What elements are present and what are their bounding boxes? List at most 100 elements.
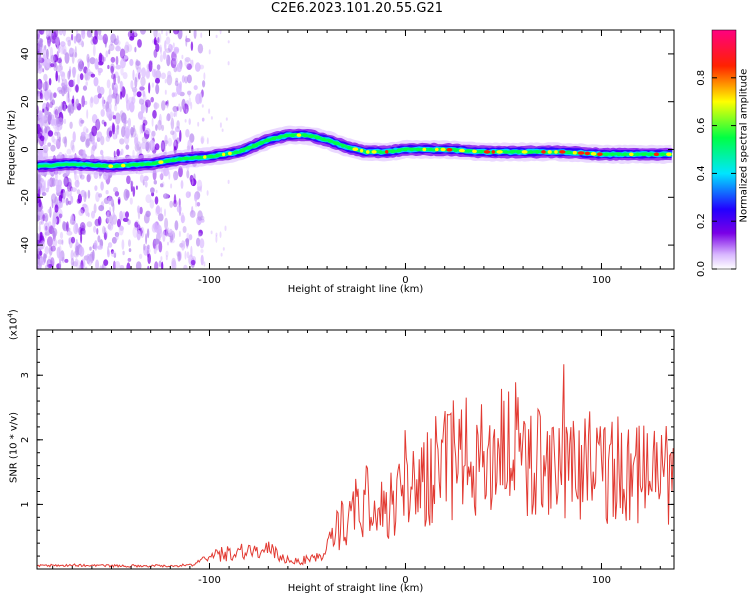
spectrogram-noise-cell: [99, 265, 102, 269]
spectrogram-noise-cell: [95, 259, 100, 269]
spectrogram-noise-cell: [140, 76, 146, 87]
spectrogram-noise-cell: [103, 121, 107, 127]
spectrogram-noise-cell: [200, 249, 204, 253]
spectrogram-noise-cell: [171, 260, 177, 269]
spectrogram-noise-cell: [70, 140, 75, 151]
spectrogram-ridge-peak: [258, 141, 265, 145]
colorbar-ticks: 0.0 0.2 0.4 0.6 0.8: [696, 70, 736, 277]
spectrogram-ridge-peak: [352, 147, 359, 151]
spectrogram-noise-cell: [160, 72, 166, 80]
spectrogram-ridge-peak: [535, 150, 540, 154]
spectrogram-noise-cell: [203, 261, 206, 267]
spectrogram-noise-cell: [85, 138, 91, 147]
spectrogram-noise-cell: [50, 144, 56, 152]
spectrogram-noise-cell: [188, 91, 191, 98]
spectrogram-noise-cell: [120, 66, 124, 76]
spectrogram-noise-cell: [199, 238, 205, 249]
spectrogram-ridge-peak: [422, 147, 427, 152]
spectrogram-noise-cell: [227, 61, 230, 66]
spectrogram-noise-cell: [160, 207, 163, 214]
spectrogram-noise-cell: [37, 54, 42, 61]
spectrogram-noise-cell: [101, 96, 105, 107]
spectrogram-noise-cell: [160, 46, 162, 55]
spectrogram-noise-cell: [58, 136, 61, 143]
spectrogram-noise-cell: [54, 179, 60, 187]
spectrogram-noise-cell: [155, 189, 158, 194]
spectrogram-noise-cell: [58, 30, 64, 36]
spectrogram-noise-cell: [115, 55, 119, 66]
spectrogram-noise-cell: [173, 194, 177, 205]
spectrogram-noise-cell: [144, 99, 151, 108]
spectrogram-noise-cell: [120, 58, 126, 69]
snr-x-tick-label: 100: [592, 575, 611, 586]
spectrogram-noise-cell: [105, 135, 111, 142]
spectrogram-noise-cell: [59, 44, 65, 55]
spectrogram-ridge-peak: [164, 159, 171, 163]
spectrogram-noise-cell: [86, 109, 89, 119]
spectrogram-ridge-peak: [483, 150, 491, 154]
spectrogram-noise-cell: [65, 86, 72, 93]
spectrogram-noise-cell: [164, 40, 167, 51]
spectrogram-noise-cell: [158, 241, 163, 253]
spectrogram-ridge-layer: [37, 125, 674, 176]
spectrogram-noise-cell: [129, 197, 133, 205]
spectrogram-noise-cell: [53, 92, 57, 98]
spectrogram-ridge-peak: [215, 153, 220, 158]
spectrogram-noise-cell: [126, 175, 131, 185]
spectrogram-noise-cell: [150, 96, 154, 103]
spectrogram-noise-cell: [116, 148, 120, 157]
spectrogram-noise-cell: [112, 202, 115, 213]
spectrogram-noise-cell: [52, 214, 56, 224]
spectrogram-ridge-peak: [559, 150, 566, 154]
spectrogram-noise-cell: [153, 101, 158, 111]
spectrogram-noise-cell: [51, 227, 58, 238]
spectrogram-noise-cell: [183, 103, 186, 111]
spectrogram-noise-cell: [122, 250, 125, 256]
spectrogram-noise-cell: [155, 245, 157, 250]
spectrogram-noise-cell: [126, 99, 131, 111]
spectrogram-ridge-peak: [528, 150, 534, 154]
spectrogram-noise-cell: [86, 30, 93, 38]
spectrogram-noise-cell: [166, 115, 168, 121]
spectrogram-ridge-peak: [590, 152, 597, 156]
spectrogram-noise-cell: [180, 215, 186, 224]
spectrogram-noise-cell: [67, 177, 72, 187]
spectrogram-noise-cell: [177, 251, 181, 262]
spectrogram-ridge-peak: [435, 147, 439, 152]
spectrogram-noise-cell: [61, 86, 65, 97]
spectrogram-noise-cell: [97, 30, 102, 36]
spectrogram-noise-cell: [135, 59, 139, 70]
spectrogram-noise-cell: [128, 239, 131, 247]
spectrogram-noise-cell: [130, 180, 134, 187]
spectrogram-noise-cell: [63, 49, 67, 56]
spectrogram-noise-cell: [195, 199, 198, 208]
spectrogram-noise-cell: [115, 231, 119, 241]
colorbar-tick-label: 0.0: [696, 261, 707, 277]
spectrogram-noise-cell: [180, 180, 184, 189]
spectrogram-noise-cell: [53, 63, 58, 72]
spectrogram-noise-cell: [174, 220, 179, 231]
spectrogram-ridge-peak: [222, 152, 226, 157]
spectrogram-noise-cell: [53, 110, 56, 115]
spectrogram-noise-cell: [97, 245, 103, 250]
spectrogram-noise-cell: [140, 141, 147, 150]
spectrogram-ridge-peak: [366, 150, 370, 154]
spectrogram-noise-cell: [55, 70, 58, 82]
spectrogram-noise-cell: [37, 110, 43, 118]
spectrogram-noise-cell: [37, 235, 40, 242]
spectrogram-noise-cell: [198, 92, 203, 104]
spectrogram-noise-cell: [74, 258, 79, 267]
spectrogram-noise-cell: [183, 240, 186, 249]
spectrogram-ridge-peak: [308, 134, 315, 138]
spectrogram-noise-cell: [167, 137, 173, 147]
spectrogram-noise-cell: [80, 189, 86, 197]
spectrogram-noise-cell: [50, 63, 55, 68]
spectrogram-noise-cell: [151, 130, 156, 137]
spectrogram-noise-cell: [74, 179, 80, 188]
spectrogram-noise-cell: [86, 221, 93, 228]
spectrogram-noise-cell: [202, 80, 206, 88]
spectrogram-noise-cell: [183, 264, 188, 269]
spectrogram-noise-cell: [173, 66, 178, 73]
spectrogram-noise-cell: [111, 93, 115, 99]
spectrogram-noise-cell: [163, 143, 166, 152]
